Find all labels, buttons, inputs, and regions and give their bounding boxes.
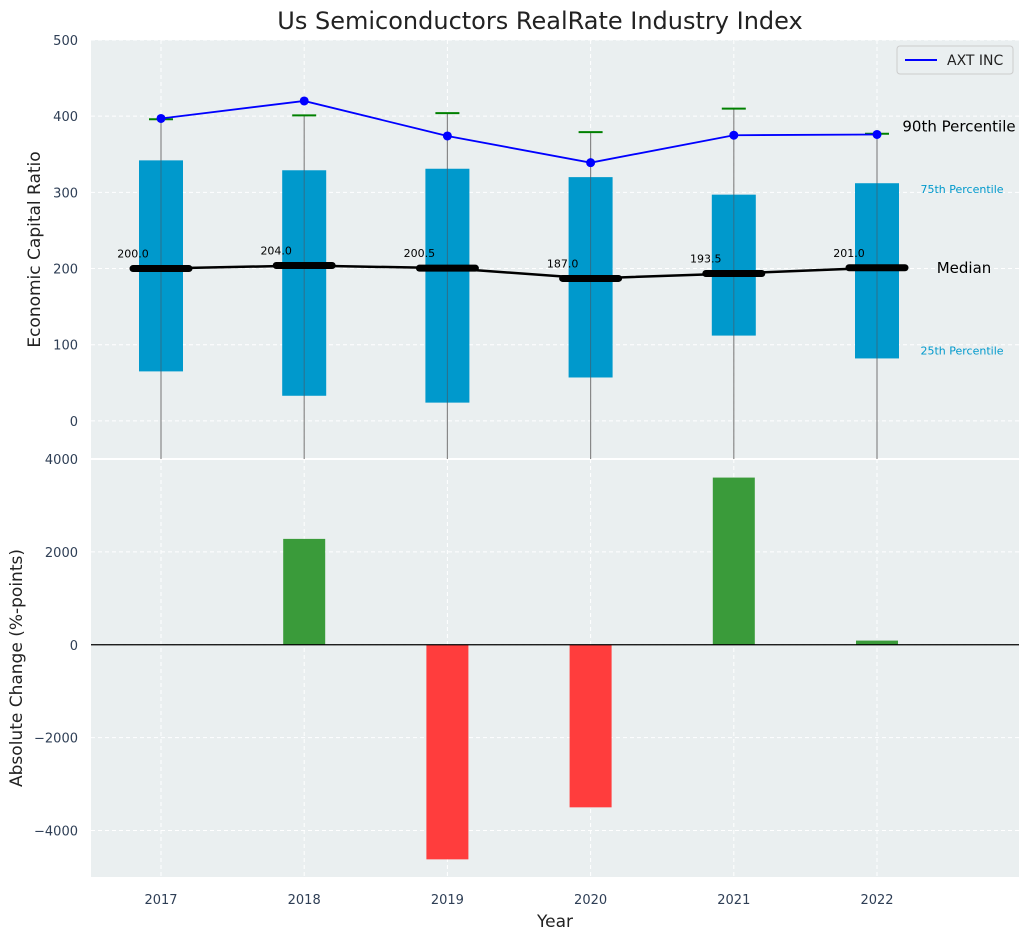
median-value-label-2021: 193.5 [690, 252, 722, 265]
top-y-tick-label: 200 [53, 263, 78, 278]
change-bar-2019 [426, 644, 469, 860]
top-y-axis-title: Economic Capital Ratio [25, 151, 45, 347]
median-value-label-2018: 204.0 [260, 244, 292, 257]
annotation-90th-percentile: 90th Percentile [902, 118, 1015, 136]
series-point-axt-inc-2020 [586, 158, 596, 168]
median-value-label-2017: 200.0 [117, 248, 149, 261]
change-bar-2021 [712, 477, 755, 645]
x-tick-label-2020: 2020 [574, 893, 607, 908]
series-point-axt-inc-2017 [156, 113, 166, 123]
top-y-tick-label: 400 [53, 110, 78, 125]
change-bar-2018 [283, 538, 326, 645]
x-tick-label-2019: 2019 [431, 893, 464, 908]
annotation-median: Median [937, 259, 992, 277]
x-axis-title: Year [536, 912, 573, 932]
change-bar-2022 [856, 640, 898, 645]
bottom-y-tick-label: 4000 [45, 453, 78, 468]
x-tick-label-2018: 2018 [288, 893, 321, 908]
bottom-y-axis-title: Absolute Change (%-points) [7, 549, 27, 787]
legend-label-axt-inc: AXT INC [947, 53, 1004, 69]
chart-title: Us Semiconductors RealRate Industry Inde… [277, 7, 802, 35]
bottom-y-tick-label: −2000 [34, 732, 78, 747]
top-y-tick-label: 500 [53, 34, 78, 49]
top-y-tick-label: 0 [70, 415, 78, 430]
series-point-axt-inc-2021 [729, 130, 739, 140]
annotation-25th-percentile: 25th Percentile [920, 344, 1003, 357]
bottom-y-tick-label: −4000 [34, 825, 78, 840]
bottom-y-tick-label: 0 [70, 639, 78, 654]
change-bar-2020 [569, 644, 612, 808]
series-point-axt-inc-2022 [872, 129, 882, 139]
x-tick-label-2021: 2021 [717, 893, 750, 908]
annotation-75th-percentile: 75th Percentile [920, 183, 1003, 196]
bottom-y-tick-label: 2000 [45, 546, 78, 561]
median-value-label-2020: 187.0 [547, 257, 579, 270]
series-line-axt-inc [160, 100, 878, 164]
median-value-label-2022: 201.0 [833, 247, 865, 260]
legend-box [896, 45, 1014, 75]
x-tick-label-2022: 2022 [860, 893, 893, 908]
top-y-tick-label: 100 [53, 339, 78, 354]
top-y-tick-label: 300 [53, 186, 78, 201]
x-tick-label-2017: 2017 [144, 893, 177, 908]
median-value-label-2019: 200.5 [404, 247, 436, 260]
bottom-plot-area [91, 459, 1019, 877]
series-point-axt-inc-2018 [299, 96, 309, 106]
series-point-axt-inc-2019 [442, 131, 452, 141]
